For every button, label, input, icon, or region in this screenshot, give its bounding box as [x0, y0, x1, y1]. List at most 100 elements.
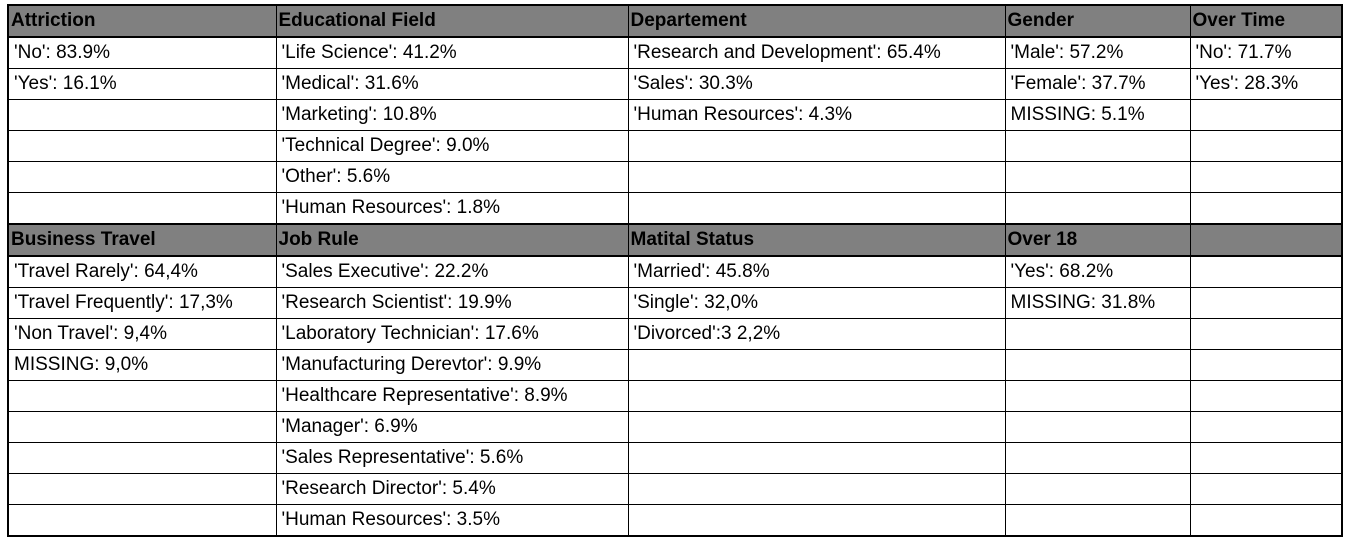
table-row: 'Healthcare Representative': 8.9% — [7, 380, 1343, 412]
table-cell — [7, 473, 277, 505]
table-cell — [1189, 130, 1343, 162]
table-cell: 'Marketing': 10.8% — [275, 99, 629, 131]
table-row: 'Other': 5.6% — [7, 161, 1343, 193]
table-cell — [7, 411, 277, 443]
table-row: 'Travel Rarely': 64,4% 'Sales Executive'… — [7, 255, 1343, 288]
table-cell — [1004, 192, 1191, 225]
table-cell: 'Human Resources': 1.8% — [275, 192, 629, 225]
table-cell — [1004, 504, 1191, 537]
section-header-row: Business Travel Job Rule Matital Status … — [7, 223, 1343, 257]
table-cell — [7, 161, 277, 193]
table-cell — [7, 504, 277, 537]
table-cell — [1189, 473, 1343, 505]
header-cell: Attriction — [7, 4, 277, 38]
table-cell — [1004, 130, 1191, 162]
table-cell: 'Technical Degree': 9.0% — [275, 130, 629, 162]
table-cell — [1189, 192, 1343, 225]
table-cell — [1189, 504, 1343, 537]
table-cell — [7, 442, 277, 474]
table-cell — [1189, 411, 1343, 443]
table-cell — [1189, 442, 1343, 474]
table-cell: 'Research Director': 5.4% — [275, 473, 629, 505]
table-cell — [627, 349, 1006, 381]
header-cell: Over Time — [1189, 4, 1343, 38]
table-cell — [7, 192, 277, 225]
table-row: 'Human Resources': 3.5% — [7, 504, 1343, 537]
table-cell — [1189, 161, 1343, 193]
header-cell: Educational Field — [275, 4, 629, 38]
table-cell: 'No': 71.7% — [1189, 36, 1343, 69]
table-cell: 'Research Scientist': 19.9% — [275, 287, 629, 319]
header-cell: Departement — [627, 4, 1006, 38]
table-cell — [1004, 349, 1191, 381]
table-cell: 'Yes': 68.2% — [1004, 255, 1191, 288]
table-cell: 'Human Resources': 4.3% — [627, 99, 1006, 131]
table-cell — [1004, 473, 1191, 505]
table-cell — [7, 130, 277, 162]
table-cell: 'Other': 5.6% — [275, 161, 629, 193]
table-cell: 'Male': 57.2% — [1004, 36, 1191, 69]
header-cell — [1189, 223, 1343, 257]
header-cell: Job Rule — [275, 223, 629, 257]
table-cell — [1004, 161, 1191, 193]
table-cell: MISSING: 5.1% — [1004, 99, 1191, 131]
table-cell: 'Travel Frequently': 17,3% — [7, 287, 277, 319]
table-cell: 'Yes': 28.3% — [1189, 68, 1343, 100]
table-cell: 'Healthcare Representative': 8.9% — [275, 380, 629, 412]
table-cell: 'Sales Representative': 5.6% — [275, 442, 629, 474]
table-cell — [1004, 411, 1191, 443]
header-cell: Business Travel — [7, 223, 277, 257]
table-cell — [627, 161, 1006, 193]
table-row: 'Manager': 6.9% — [7, 411, 1343, 443]
table-cell: MISSING: 31.8% — [1004, 287, 1191, 319]
table-cell: MISSING: 9,0% — [7, 349, 277, 381]
table-cell: 'No': 83.9% — [7, 36, 277, 69]
table-cell: 'Married': 45.8% — [627, 255, 1006, 288]
table-cell: 'Single': 32,0% — [627, 287, 1006, 319]
table-cell: 'Non Travel': 9,4% — [7, 318, 277, 350]
header-cell: Matital Status — [627, 223, 1006, 257]
table-cell: 'Travel Rarely': 64,4% — [7, 255, 277, 288]
table-row: 'Technical Degree': 9.0% — [7, 130, 1343, 162]
header-cell: Over 18 — [1004, 223, 1191, 257]
table-cell: 'Divorced':3 2,2% — [627, 318, 1006, 350]
table-row: 'Research Director': 5.4% — [7, 473, 1343, 505]
table-cell: 'Sales Executive': 22.2% — [275, 255, 629, 288]
table-row: 'Marketing': 10.8% 'Human Resources': 4.… — [7, 99, 1343, 131]
table-cell — [627, 442, 1006, 474]
table-cell — [1189, 318, 1343, 350]
section-header-row: Attriction Educational Field Departement… — [7, 4, 1343, 38]
table-cell: 'Medical': 31.6% — [275, 68, 629, 100]
table-cell — [627, 380, 1006, 412]
table-cell — [1004, 318, 1191, 350]
table-cell — [1189, 287, 1343, 319]
table-cell — [627, 130, 1006, 162]
table-cell — [1189, 349, 1343, 381]
table-cell — [7, 380, 277, 412]
table-cell — [1004, 442, 1191, 474]
table-cell: 'Research and Development': 65.4% — [627, 36, 1006, 69]
table-cell — [627, 411, 1006, 443]
table-row: 'Non Travel': 9,4% 'Laboratory Technicia… — [7, 318, 1343, 350]
table-cell — [7, 99, 277, 131]
table-cell: 'Manager': 6.9% — [275, 411, 629, 443]
table-cell — [627, 504, 1006, 537]
table-row: 'Sales Representative': 5.6% — [7, 442, 1343, 474]
header-cell: Gender — [1004, 4, 1191, 38]
summary-table: Attriction Educational Field Departement… — [7, 4, 1343, 537]
table-cell — [1004, 380, 1191, 412]
table-cell: 'Female': 37.7% — [1004, 68, 1191, 100]
table-cell: 'Sales': 30.3% — [627, 68, 1006, 100]
table-cell — [1189, 99, 1343, 131]
table-cell: 'Human Resources': 3.5% — [275, 504, 629, 537]
table-row: MISSING: 9,0% 'Manufacturing Derevtor': … — [7, 349, 1343, 381]
table-row: 'Yes': 16.1% 'Medical': 31.6% 'Sales': 3… — [7, 68, 1343, 100]
table-row: 'Travel Frequently': 17,3% 'Research Sci… — [7, 287, 1343, 319]
table-row: 'Human Resources': 1.8% — [7, 192, 1343, 225]
table-cell: 'Manufacturing Derevtor': 9.9% — [275, 349, 629, 381]
table-cell: 'Life Science': 41.2% — [275, 36, 629, 69]
table-cell — [627, 473, 1006, 505]
table-cell — [627, 192, 1006, 225]
table-cell: 'Yes': 16.1% — [7, 68, 277, 100]
table-cell — [1189, 380, 1343, 412]
